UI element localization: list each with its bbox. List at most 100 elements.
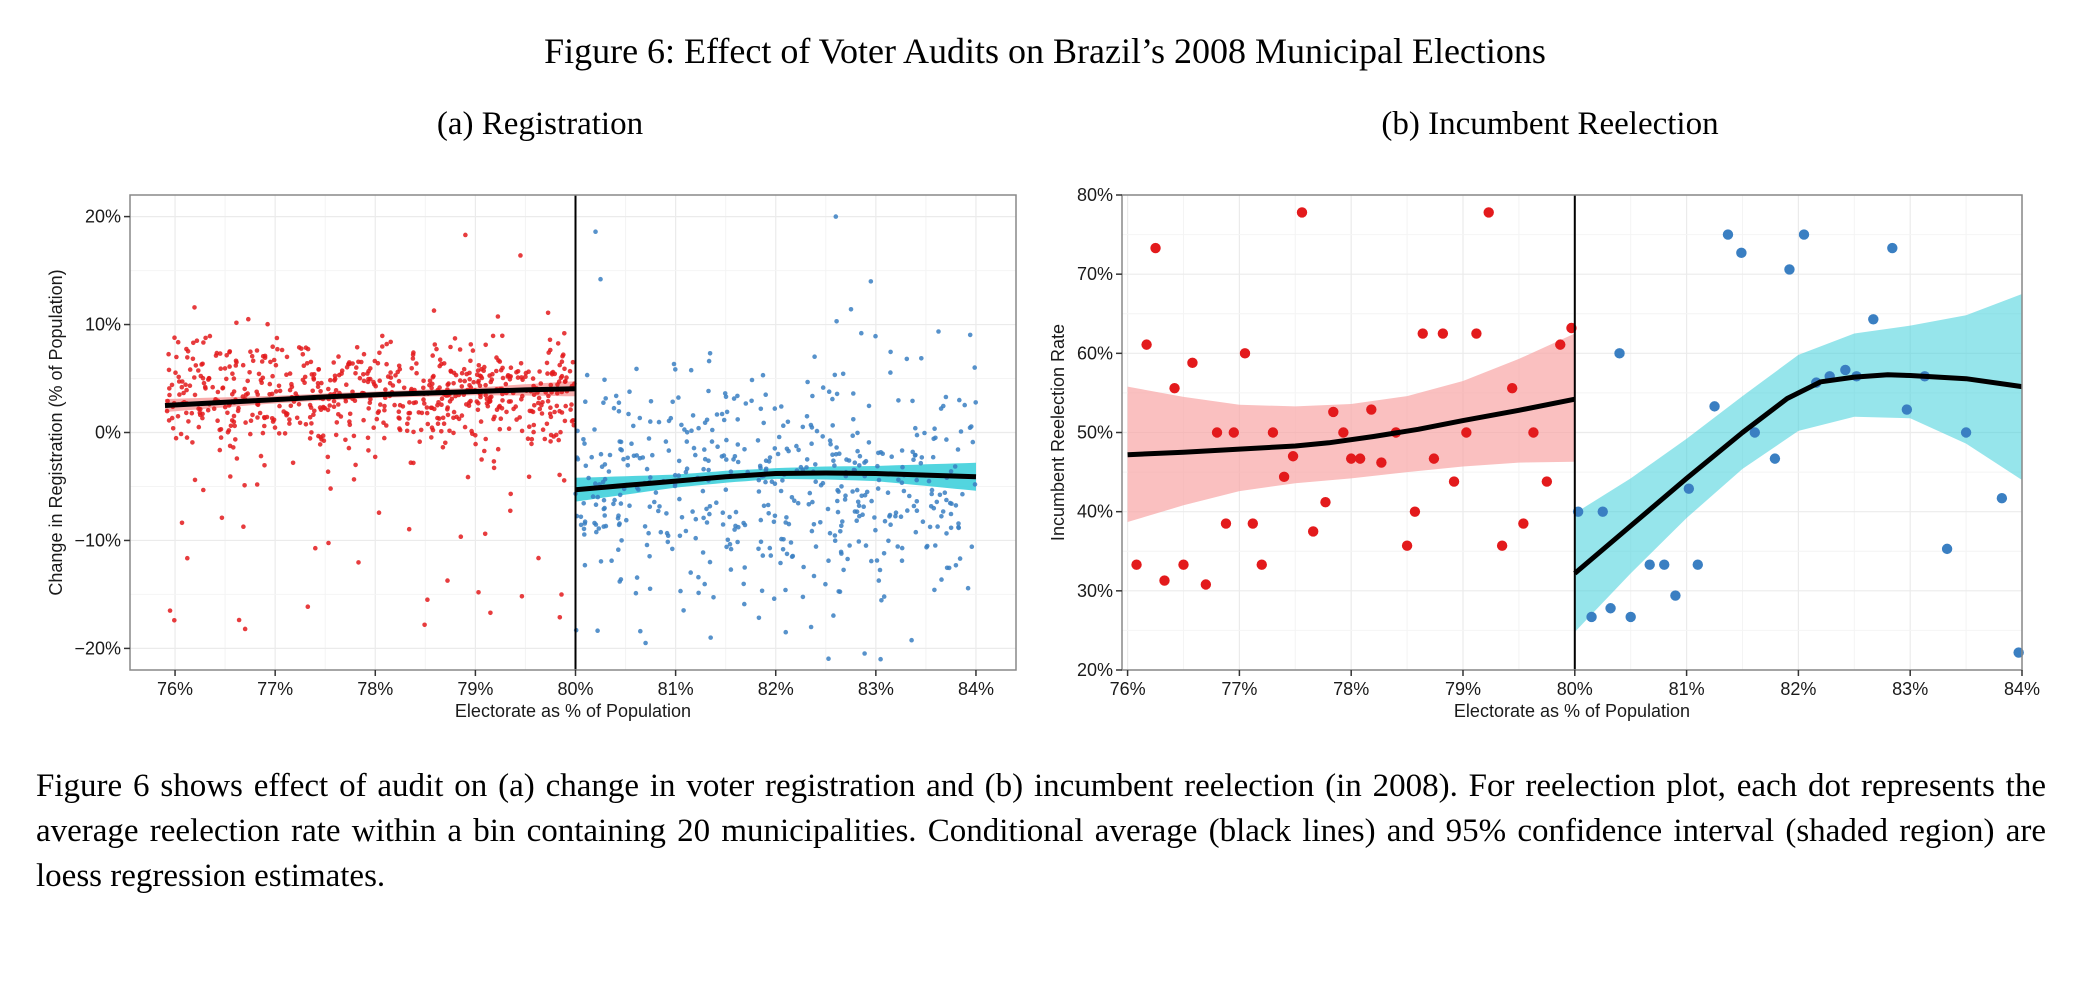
reelection-bin-point bbox=[1417, 328, 1428, 339]
registration-data-point bbox=[464, 371, 470, 377]
registration-data-point bbox=[343, 398, 349, 404]
registration-data-point bbox=[177, 392, 182, 397]
registration-data-point bbox=[475, 368, 481, 373]
reelection-bin-point bbox=[1239, 348, 1251, 359]
registration-data-point bbox=[609, 558, 614, 563]
registration-data-point bbox=[601, 400, 606, 405]
registration-data-point bbox=[465, 474, 471, 480]
registration-data-point bbox=[382, 407, 387, 413]
registration-data-point bbox=[719, 454, 725, 459]
registration-data-point bbox=[806, 502, 812, 507]
registration-data-point bbox=[463, 232, 468, 238]
registration-data-point bbox=[558, 375, 564, 380]
registration-data-point bbox=[445, 578, 450, 583]
registration-data-point bbox=[725, 537, 731, 543]
registration-data-point bbox=[832, 538, 838, 543]
registration-data-point bbox=[804, 465, 809, 470]
registration-data-point bbox=[233, 363, 239, 368]
registration-data-point bbox=[755, 438, 761, 443]
registration-x-axis-label: Electorate as % of Population bbox=[455, 701, 691, 721]
registration-data-point bbox=[273, 389, 279, 394]
registration-data-point bbox=[784, 515, 789, 520]
reelection-bin-point bbox=[1228, 427, 1240, 438]
registration-data-point bbox=[972, 482, 978, 487]
registration-data-point bbox=[956, 525, 961, 531]
registration-data-point bbox=[245, 378, 250, 384]
registration-data-point bbox=[215, 418, 220, 423]
registration-data-point bbox=[724, 409, 730, 415]
registration-data-point bbox=[618, 577, 624, 582]
registration-data-point bbox=[759, 588, 765, 594]
registration-data-point bbox=[742, 522, 748, 528]
reelection-bin-point bbox=[1211, 427, 1223, 438]
registration-data-point bbox=[537, 406, 543, 412]
registration-data-point bbox=[578, 514, 584, 520]
registration-data-point bbox=[287, 371, 293, 376]
registration-data-point bbox=[307, 402, 313, 408]
registration-data-point bbox=[852, 460, 858, 466]
registration-data-point bbox=[347, 411, 353, 417]
registration-data-point bbox=[676, 473, 681, 478]
registration-data-point bbox=[696, 590, 701, 596]
registration-data-point bbox=[857, 513, 862, 519]
registration-data-point bbox=[555, 390, 560, 396]
registration-data-point bbox=[319, 437, 324, 442]
registration-data-point bbox=[441, 421, 447, 426]
registration-data-point bbox=[681, 608, 686, 613]
registration-data-point bbox=[930, 454, 936, 460]
registration-data-point bbox=[199, 362, 204, 367]
registration-data-point bbox=[676, 458, 682, 464]
registration-data-point bbox=[227, 364, 232, 369]
registration-data-point bbox=[473, 433, 478, 438]
registration-data-point bbox=[557, 408, 562, 414]
registration-data-point bbox=[511, 406, 516, 412]
registration-data-point bbox=[618, 501, 624, 506]
reelection-bin-point bbox=[1798, 229, 1810, 240]
registration-data-point bbox=[779, 404, 784, 409]
registration-y-tick-label: 20% bbox=[85, 207, 121, 227]
registration-data-point bbox=[684, 439, 690, 444]
registration-data-point bbox=[944, 531, 949, 536]
registration-data-point bbox=[701, 466, 706, 472]
registration-data-point bbox=[311, 412, 316, 417]
reelection-x-tick-label: 77% bbox=[1221, 679, 1257, 699]
registration-data-point bbox=[481, 368, 487, 373]
reelection-bin-point bbox=[1605, 603, 1616, 614]
registration-data-point bbox=[181, 390, 186, 396]
reelection-x-tick-label: 76% bbox=[1110, 679, 1146, 699]
reelection-y-tick-label: 40% bbox=[1077, 502, 1113, 522]
registration-data-point bbox=[592, 427, 597, 432]
reelection-x-tick-label: 79% bbox=[1445, 679, 1481, 699]
reelection-points bbox=[1131, 207, 2024, 658]
registration-data-point bbox=[818, 482, 824, 488]
registration-data-point bbox=[372, 454, 378, 460]
registration-data-point bbox=[899, 545, 905, 551]
registration-data-point bbox=[411, 460, 416, 466]
registration-data-point bbox=[783, 629, 789, 635]
registration-data-point bbox=[621, 456, 626, 462]
registration-data-point bbox=[451, 430, 456, 436]
registration-data-point bbox=[683, 469, 689, 475]
reelection-bin-point bbox=[1287, 451, 1299, 462]
registration-data-point bbox=[468, 385, 474, 390]
registration-data-point bbox=[719, 411, 725, 417]
registration-data-point bbox=[397, 427, 403, 433]
registration-data-point bbox=[935, 524, 940, 529]
registration-data-point bbox=[827, 438, 833, 443]
registration-data-point bbox=[953, 503, 959, 508]
registration-data-point bbox=[414, 361, 419, 366]
registration-data-point bbox=[850, 433, 855, 438]
registration-data-point bbox=[327, 403, 333, 408]
registration-data-point bbox=[866, 440, 872, 445]
registration-data-point bbox=[840, 371, 846, 377]
reelection-bin-point bbox=[1901, 404, 1913, 415]
registration-data-point bbox=[338, 414, 344, 419]
registration-data-point bbox=[459, 384, 465, 389]
registration-data-point bbox=[434, 346, 439, 352]
registration-data-point bbox=[939, 577, 944, 582]
registration-data-point bbox=[724, 457, 729, 462]
registration-data-point bbox=[435, 415, 440, 421]
registration-data-point bbox=[250, 358, 256, 364]
reelection-bin-point bbox=[1187, 357, 1198, 369]
registration-data-point bbox=[529, 441, 534, 447]
